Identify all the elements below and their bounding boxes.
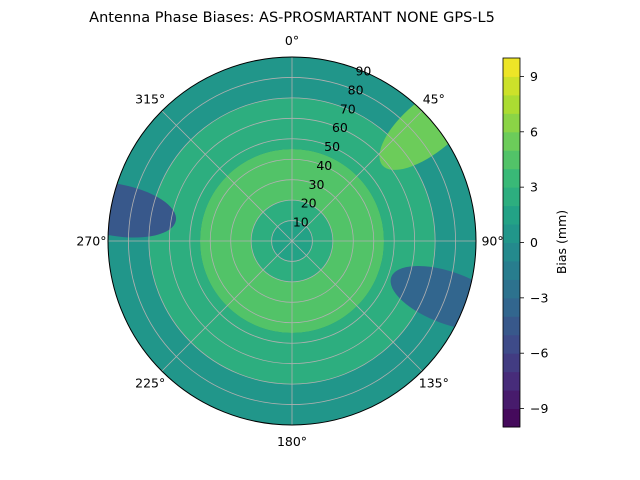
colorbar-band — [503, 205, 520, 225]
angular-tick-label: 180° — [277, 434, 307, 449]
colorbar: −9 −6 −3 0 3 6 9 Bias (mm) — [502, 57, 569, 428]
colorbar-ticks: −9 −6 −3 0 3 6 9 — [520, 69, 548, 416]
radial-tick-label: 20 — [301, 196, 317, 211]
colorbar-tick-label: 0 — [530, 235, 538, 250]
radial-tick-label: 70 — [340, 101, 356, 116]
angular-tick-label: 270° — [76, 234, 106, 249]
colorbar-label: Bias (mm) — [554, 210, 569, 274]
colorbar-tick-label: −9 — [530, 401, 548, 416]
colorbar-band — [503, 131, 520, 151]
colorbar-band — [503, 316, 520, 336]
chart-title: Antenna Phase Biases: AS-PROSMARTANT NON… — [89, 10, 495, 26]
angular-tick-label: 315° — [135, 92, 165, 107]
angular-tick-label: 0° — [285, 33, 299, 48]
polar-frame — [107, 56, 477, 426]
colorbar-tick-label: 9 — [530, 69, 538, 84]
angular-gridline — [161, 240, 293, 372]
radial-tick-label: 30 — [309, 177, 325, 192]
colorbar-band — [503, 390, 520, 410]
colorbar-band — [503, 150, 520, 170]
polar-grid — [108, 57, 476, 425]
radial-tick-labels: 10 20 30 40 50 60 70 80 90 — [293, 64, 372, 230]
colorbar-band — [503, 94, 520, 114]
colorbar-band — [503, 168, 520, 188]
radial-tick-label: 50 — [324, 139, 340, 154]
radial-tick-label: 90 — [355, 64, 371, 79]
colorbar-tick-label: 3 — [530, 180, 538, 195]
radial-tick-label: 40 — [316, 158, 332, 173]
colorbar-tick-label: −6 — [530, 346, 548, 361]
angular-tick-labels: 0° 45° 90° 135° 180° 225° 270° 315° — [76, 33, 503, 449]
radial-tick-label: 80 — [348, 82, 364, 97]
colorbar-tick-label: 6 — [530, 124, 538, 139]
colorbar-band — [503, 113, 520, 133]
colorbar-band — [503, 242, 520, 262]
angular-tick-label: 90° — [481, 234, 503, 249]
colorbar-band — [503, 224, 520, 243]
colorbar-band — [503, 334, 520, 354]
colorbar-band — [503, 408, 520, 428]
colorbar-bands — [503, 58, 520, 428]
angular-gridline — [291, 240, 423, 372]
contour-anomaly — [390, 265, 476, 331]
angular-tick-label: 225° — [135, 375, 165, 390]
angular-tick-label: 45° — [423, 92, 445, 107]
radial-tick-label: 60 — [332, 120, 348, 135]
polar-plot-area: 0° 45° 90° 135° 180° 225° 270° 315° 10 20 30 40 50 6… — [76, 33, 503, 449]
angular-gridline — [161, 110, 293, 242]
radial-tick-label: 10 — [293, 215, 309, 230]
colorbar-band — [503, 371, 520, 391]
angular-tick-label: 135° — [419, 375, 449, 390]
colorbar-band — [503, 187, 520, 207]
colorbar-band — [503, 76, 520, 96]
colorbar-band — [503, 58, 520, 77]
colorbar-band — [503, 279, 520, 299]
contour-anomaly — [108, 181, 177, 238]
colorbar-band — [503, 353, 520, 373]
angular-gridline — [291, 110, 423, 242]
colorbar-band — [503, 297, 520, 317]
colorbar-band — [503, 260, 520, 280]
colorbar-tick-label: −3 — [530, 290, 548, 305]
